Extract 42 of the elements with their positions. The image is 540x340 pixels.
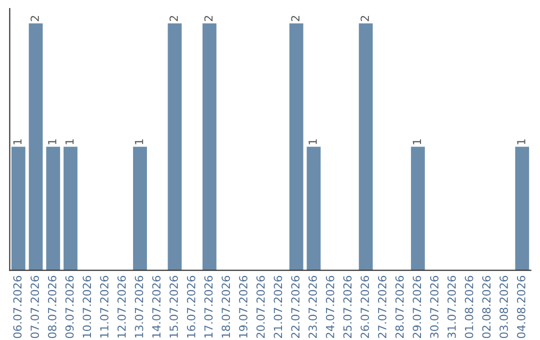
x-tick-label: 11.07.2026: [100, 276, 108, 338]
data-label: 1: [13, 139, 22, 144]
x-tick-label: 09.07.2026: [65, 276, 74, 338]
x-tick-label: 22.07.2026: [291, 276, 300, 338]
x-tick-label: 12.07.2026: [117, 276, 126, 338]
x-tick-label: 30.07.2026: [430, 276, 439, 338]
x-tick-label: 17.07.2026: [204, 276, 213, 338]
x-tick-label: 28.07.2026: [395, 276, 404, 338]
x-tick-label: 13.07.2026: [134, 276, 144, 338]
x-tick-label: 16.07.2026: [186, 276, 196, 338]
x-tick-label: 06.07.2026: [13, 276, 22, 338]
data-label: 2: [30, 16, 39, 22]
x-tick-label: 21.07.2026: [274, 276, 282, 338]
x-tick-label: 24.07.2026: [326, 276, 334, 338]
data-label: 1: [412, 139, 421, 144]
x-tick-label: 20.07.2026: [256, 276, 265, 338]
data-label: 2: [170, 16, 178, 22]
x-tick-label: 18.07.2026: [222, 276, 230, 338]
x-tick-label: 31.07.2026: [447, 276, 456, 338]
data-label: 2: [360, 16, 369, 22]
x-tick-label: 08.07.2026: [48, 276, 56, 338]
data-label: 1: [308, 139, 317, 144]
x-tick-label: 01.08.2026: [464, 276, 474, 338]
data-label: 2: [291, 16, 300, 22]
x-tick-label: 19.07.2026: [239, 276, 248, 338]
x-tick-label: 25.07.2026: [343, 276, 352, 338]
x-tick-label: 07.07.2026: [30, 276, 39, 338]
data-label: 2: [204, 16, 213, 22]
x-tick-label: 02.08.2026: [482, 276, 491, 338]
data-label: 1: [48, 139, 56, 144]
x-tick-label: 10.07.2026: [82, 276, 92, 338]
x-tick-label: 23.07.2026: [308, 276, 317, 338]
data-label: 1: [134, 139, 144, 144]
x-tick-label: 14.07.2026: [152, 276, 161, 338]
x-tick-label: 29.07.2026: [412, 276, 422, 338]
data-label: 1: [517, 139, 526, 144]
x-tick-label: 27.07.2026: [378, 276, 386, 338]
x-tick-label: 04.08.2026: [516, 276, 526, 338]
x-tick-label: 26.07.2026: [360, 276, 370, 338]
x-tick-label: 15.07.2026: [170, 276, 178, 338]
x-tick-label: 03.08.2026: [500, 276, 508, 338]
data-label: 1: [65, 139, 74, 144]
